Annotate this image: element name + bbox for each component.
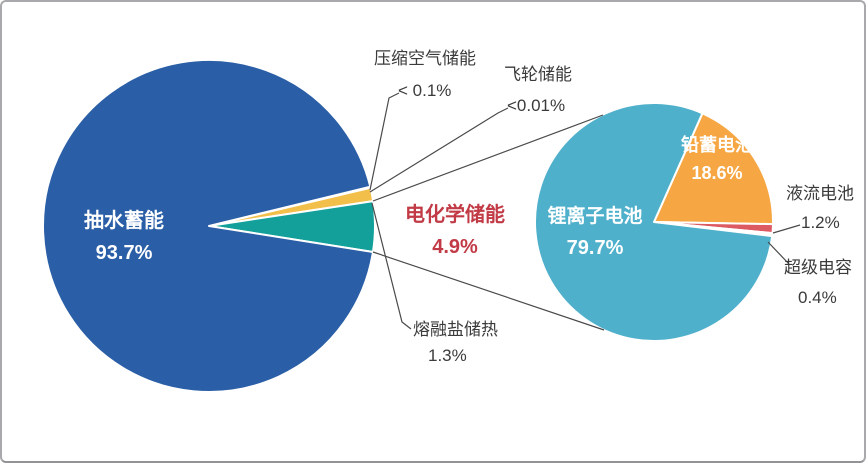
label-electrochemical: 电化学储能 4.9% — [393, 204, 517, 259]
flow-battery-value: 1.2% — [801, 213, 840, 232]
compressed-air-label: 压缩空气储能 — [374, 49, 476, 68]
leader-compressed-air — [369, 92, 400, 191]
flywheel-value: <0.01% — [507, 96, 566, 115]
flow-battery-label: 液流电池 — [786, 184, 854, 203]
pie-slice-li-ion — [534, 102, 774, 342]
molten-salt-value: 1.3% — [428, 346, 467, 365]
li-ion-value: 79.7% — [566, 236, 624, 259]
leader-molten-salt — [371, 202, 412, 330]
pie-slice-pumped-hydro — [42, 59, 374, 393]
leader-flow-battery — [772, 224, 801, 234]
label-pumped-hydro: 抽水蓄能 93.7% — [57, 210, 191, 265]
pumped-hydro-name: 抽水蓄能 — [84, 210, 164, 232]
label-lead-acid: 铅蓄电池 18.6% — [655, 135, 779, 183]
electrochemical-name: 电化学储能 — [405, 204, 505, 226]
pie-slice-lead-acid — [653, 112, 774, 226]
li-ion-name: 锂离子电池 — [547, 206, 643, 227]
leader-flywheel — [369, 107, 509, 193]
connector-bottom — [372, 251, 605, 331]
leader-supercapacitor — [767, 241, 790, 265]
lead-acid-name: 铅蓄电池 — [681, 135, 753, 155]
lead-acid-value: 18.6% — [691, 162, 743, 183]
pumped-hydro-value: 93.7% — [95, 242, 153, 264]
flywheel-label: 飞轮储能 — [504, 65, 572, 84]
compressed-air-value: < 0.1% — [398, 81, 452, 100]
connector-top — [372, 114, 604, 202]
label-li-ion: 锂离子电池 79.7% — [533, 206, 657, 260]
molten-salt-label: 熔融盐储热 — [413, 320, 498, 339]
supercapacitor-label: 超级电容 — [784, 258, 852, 277]
supercapacitor-value: 0.4% — [798, 288, 837, 307]
electrochemical-value: 4.9% — [432, 236, 478, 258]
